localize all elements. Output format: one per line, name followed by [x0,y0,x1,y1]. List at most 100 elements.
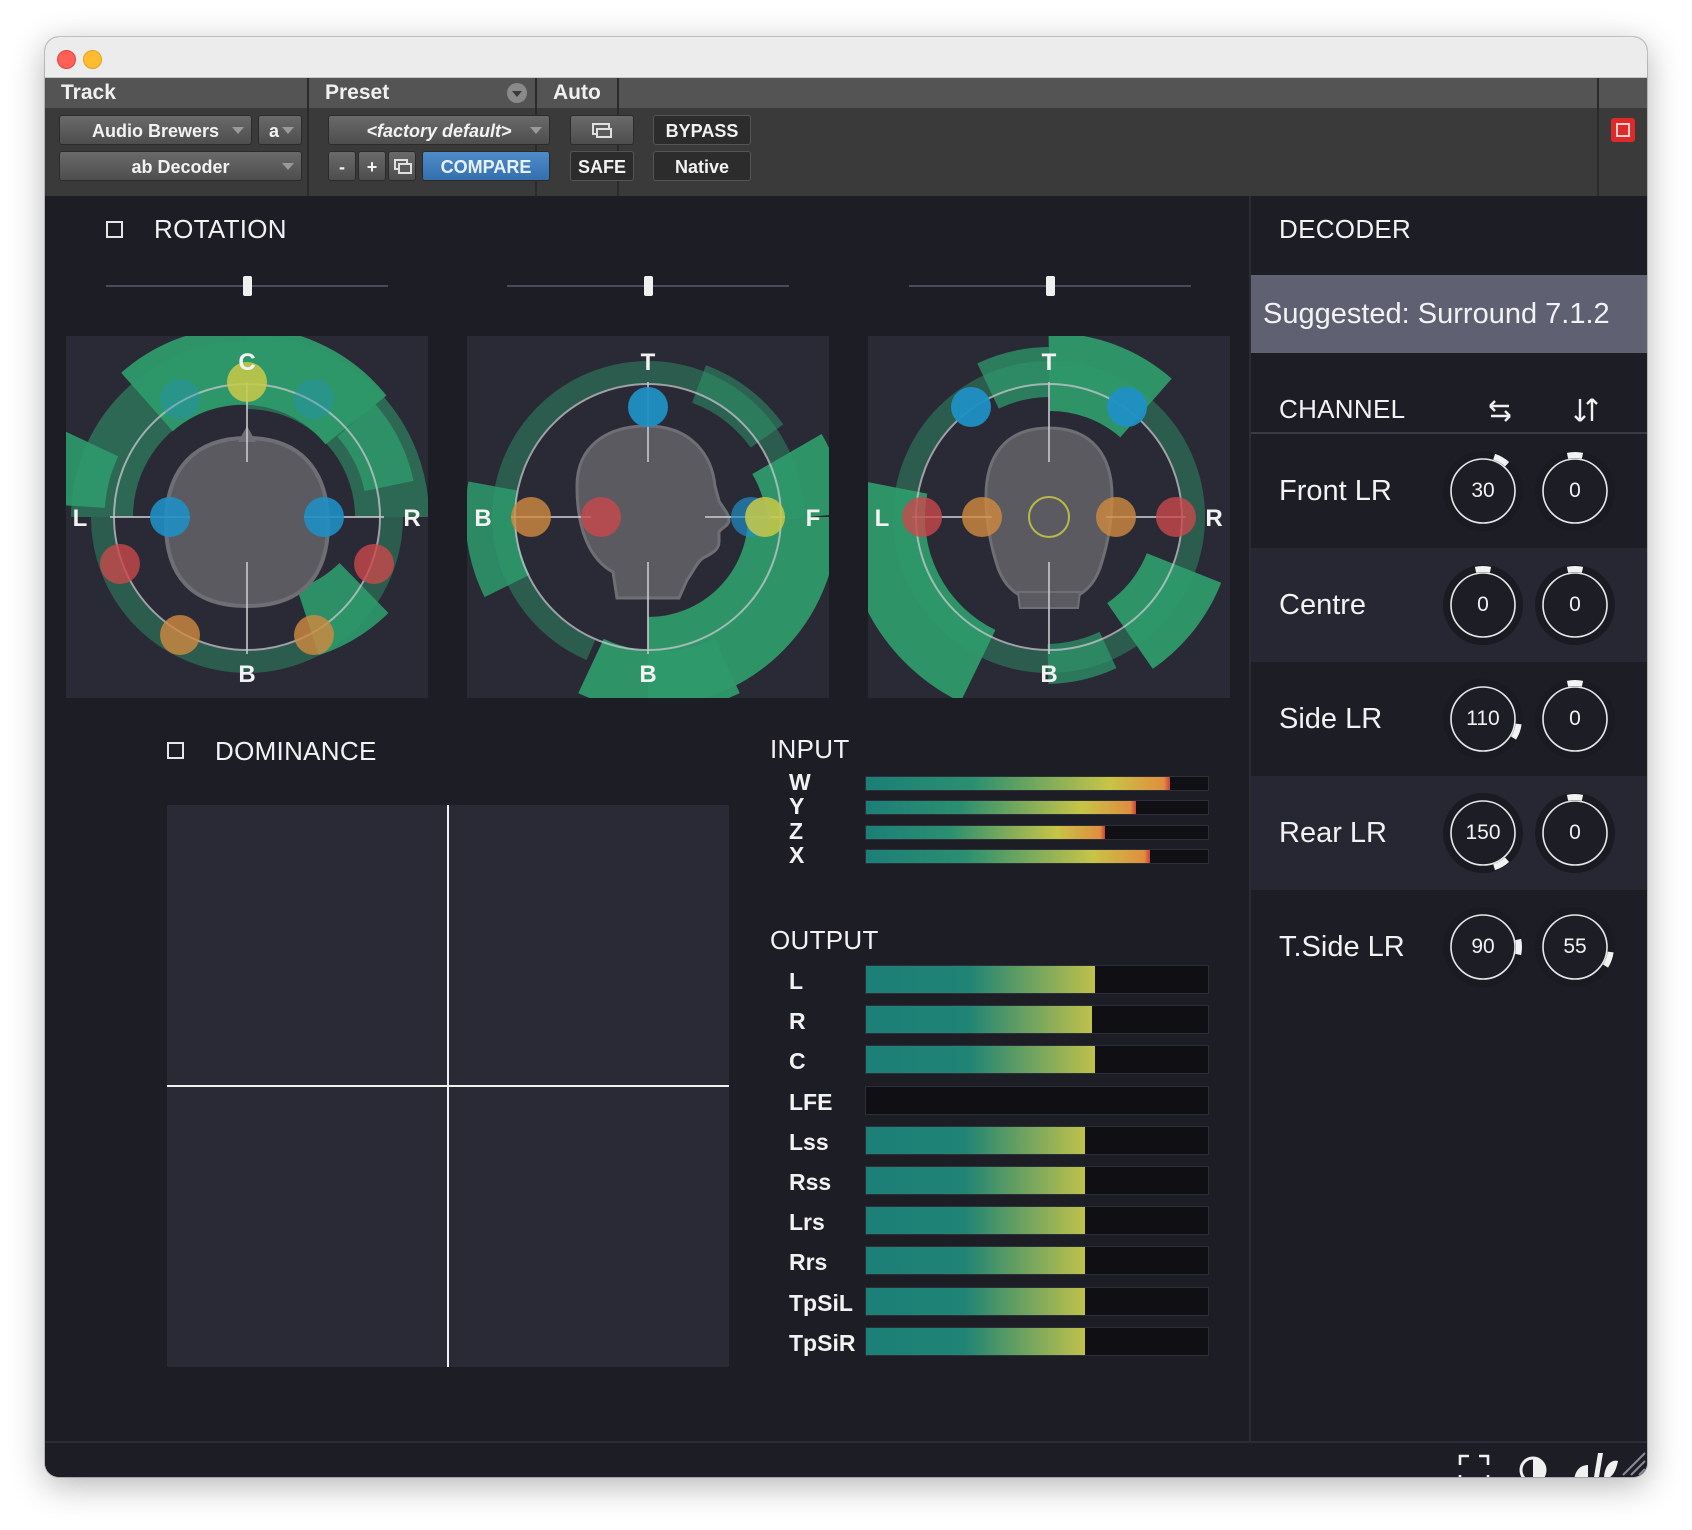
azimuth-value: 30 [1471,479,1495,502]
channel-header-divider [1251,432,1647,434]
input-channel-label: W [789,769,811,795]
channel-name: Side LR [1279,703,1383,735]
output-channel-label: Lss [789,1128,829,1155]
output-meter [865,1005,1209,1035]
output-channel-label: Lrs [789,1209,825,1236]
output-title: OUTPUT [770,925,879,955]
suggested-layout[interactable]: Suggested: Surround 7.1.2 [1251,275,1647,353]
preset-next-button[interactable]: + [358,151,386,181]
label-top: C [238,349,255,376]
input-meter [865,825,1209,840]
azimuth-knob[interactable]: 30 [1441,449,1525,533]
input-title: INPUT [770,734,850,764]
elevation-knob[interactable]: 55 [1533,905,1617,989]
output-channel-label: Rrs [789,1249,828,1276]
channel-name: Front LR [1279,475,1392,507]
speaker-dots[interactable] [100,362,394,655]
title-bar [45,37,1647,78]
track-select[interactable]: Audio Brewers [59,115,252,145]
azimuth-knob[interactable]: 150 [1441,791,1525,875]
slider-handle[interactable] [644,276,653,296]
output-channel-label: C [789,1048,806,1075]
front-view-panel[interactable]: T B L R [868,336,1230,698]
swap-vertical-icon [1574,398,1598,422]
azimuth-value: 150 [1465,821,1501,844]
label-right: R [1205,505,1222,532]
dominance-checkbox[interactable] [167,742,184,759]
channel-row: Centre 0 0 [1251,548,1647,662]
preset-copy-button[interactable] [388,151,416,181]
dominance-pad[interactable] [167,805,729,1367]
slider-handle[interactable] [243,276,252,296]
speaker-dots[interactable] [902,387,1196,538]
azimuth-value: 90 [1471,935,1495,958]
copy-icon [394,159,412,174]
safe-button[interactable]: SAFE [570,151,634,181]
plugin-body: ROTATION [45,196,1647,1477]
elevation-knob[interactable]: 0 [1533,677,1617,761]
output-channel-label: Rss [789,1169,832,1195]
minimize-window-button[interactable] [83,50,102,69]
preset-menu-icon[interactable] [507,83,527,103]
speaker-dots[interactable] [511,387,785,537]
track-header: Track [45,78,309,108]
label-left: L [73,505,88,532]
elevation-knob[interactable]: 0 [1533,791,1617,875]
elevation-value: 55 [1563,935,1587,958]
output-meter [865,1246,1209,1276]
output-channel-label: L [789,968,804,994]
host-header: Track Preset Auto Audio Brewers a ab Dec… [45,78,1647,196]
output-meter-fill [866,1247,1085,1275]
output-meter [865,965,1209,994]
output-meter [865,1286,1209,1316]
output-meter-fill [866,1046,1096,1074]
preset-select[interactable]: <factory default> [328,115,550,145]
close-window-button[interactable] [57,50,76,69]
track-slot-select[interactable]: a [258,115,302,145]
elevation-knob[interactable]: 0 [1533,449,1617,533]
input-channel-label: Y [789,793,805,819]
plugin-select[interactable]: ab Decoder [59,151,302,181]
preset-prev-button[interactable]: - [328,151,356,181]
output-meter [865,1125,1209,1155]
rotation-checkbox[interactable] [106,221,123,238]
dominance-title: DOMINANCE [215,736,377,766]
label-bottom: B [639,661,656,688]
azimuth-knob[interactable]: 0 [1441,563,1525,647]
swap-horizontal-icon [1489,400,1511,422]
input-meter [865,776,1209,791]
resize-handle-icon[interactable] [1619,1447,1647,1477]
input-meter-fill [866,801,1137,814]
fullscreen-icon[interactable] [1457,1453,1491,1477]
side-view-panel[interactable]: T B B F [467,336,829,698]
header-divider [1597,78,1599,196]
input-channel-label: X [789,842,805,868]
input-meter-fill [866,850,1150,863]
elevation-value: 0 [1569,593,1581,616]
label-bottom: B [238,661,255,688]
render-indicator-icon[interactable] [1611,118,1635,142]
auto-header: Auto [537,78,619,108]
channel-row: Side LR 110 0 [1251,662,1647,776]
compare-button[interactable]: COMPARE [422,151,550,181]
channel-row: Rear LR 150 0 [1251,776,1647,890]
contrast-icon[interactable] [1517,1454,1549,1477]
rotation-title: ROTATION [154,214,287,244]
slider-handle[interactable] [1046,276,1055,296]
label-top: T [1042,349,1057,376]
bypass-button[interactable]: BYPASS [653,115,751,145]
output-meter-fill [866,966,1096,993]
audio-brewers-logo [1574,1453,1618,1477]
top-view-panel[interactable]: C B L R [66,336,428,698]
azimuth-knob[interactable]: 110 [1441,677,1525,761]
automation-button[interactable] [570,115,634,145]
label-right: R [403,505,420,532]
channel-name: Centre [1279,589,1367,621]
channel-header: CHANNEL [1279,394,1406,424]
header-fill [619,78,1647,108]
elevation-knob[interactable]: 0 [1533,563,1617,647]
header-divider [307,78,309,196]
decoder-title: DECODER [1279,214,1412,244]
native-indicator: Native [653,151,751,181]
azimuth-knob[interactable]: 90 [1441,905,1525,989]
